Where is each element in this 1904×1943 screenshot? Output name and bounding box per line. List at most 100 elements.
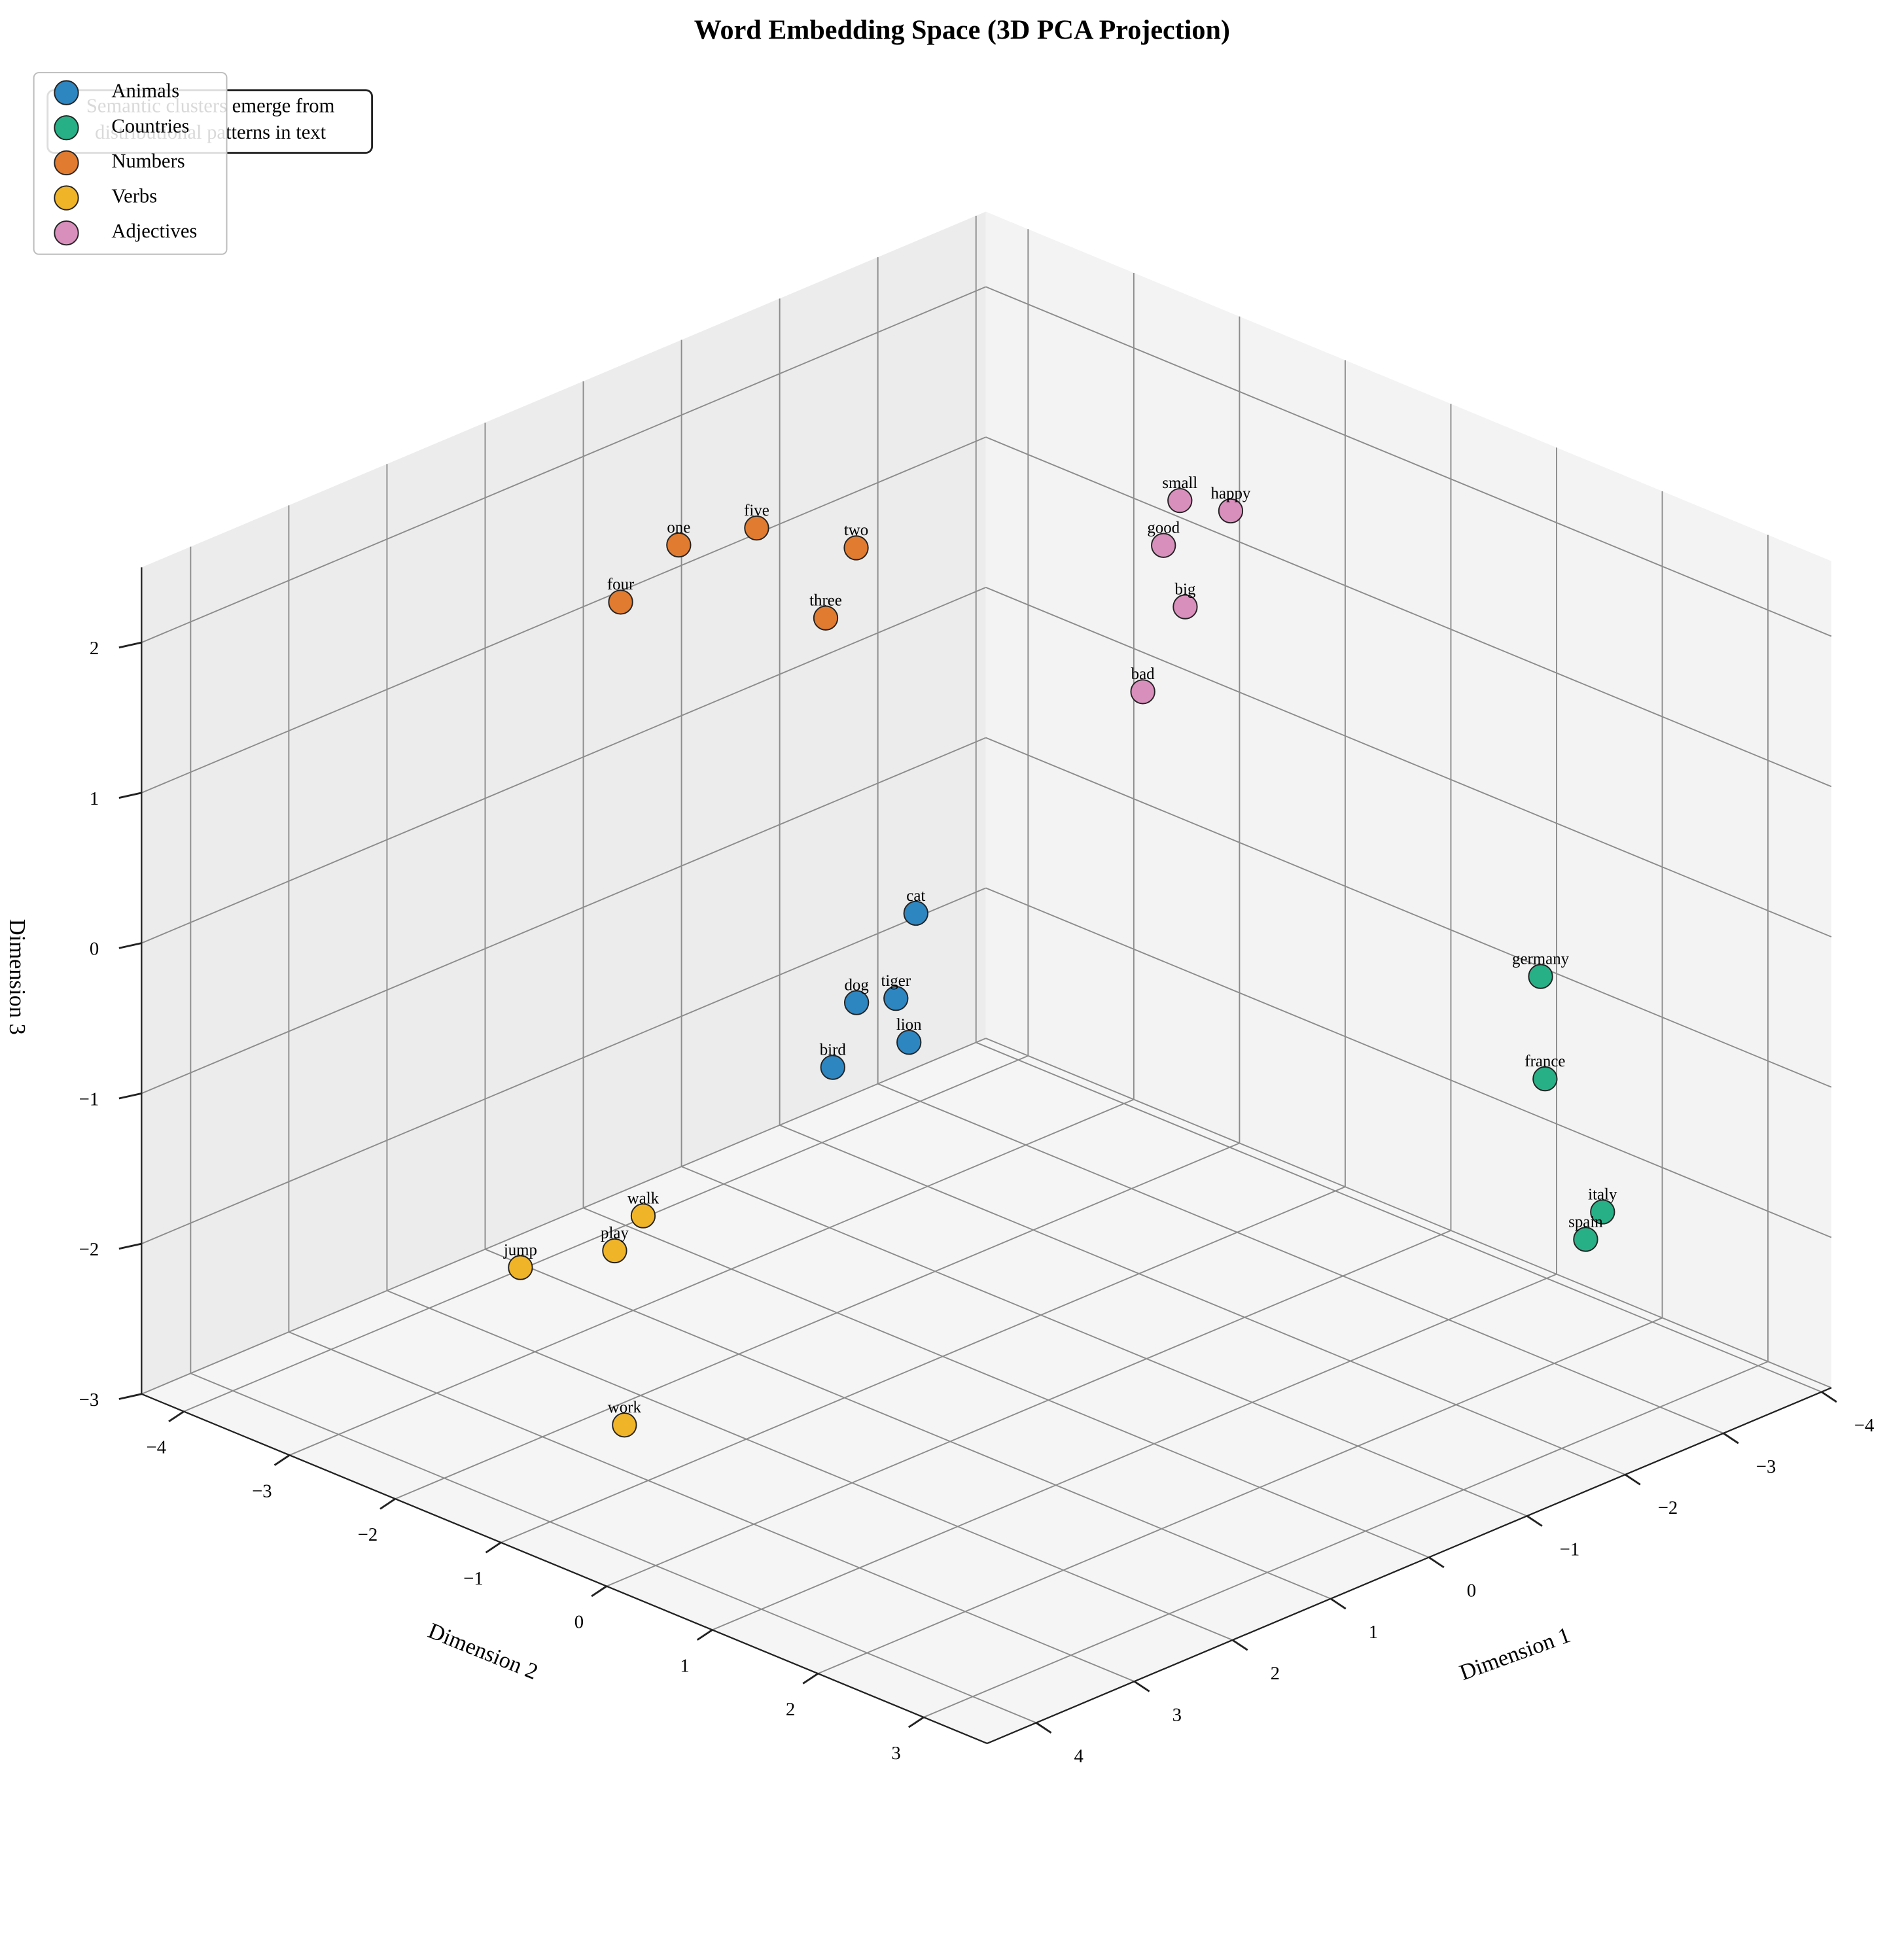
grid-line: [141, 286, 987, 644]
point: [630, 1203, 656, 1229]
legend-label: Numbers: [111, 150, 185, 172]
x-axis-label: Dimension 1: [1456, 1622, 1574, 1685]
point-label: three: [809, 592, 842, 610]
point: [1172, 594, 1198, 620]
tick-mark: [1526, 1515, 1543, 1527]
x-tick-label: −2: [1658, 1497, 1678, 1518]
x-tick-label: 3: [1172, 1704, 1182, 1725]
x-tick-label: 1: [1369, 1622, 1378, 1643]
grid-line: [985, 587, 1832, 937]
grid-line: [985, 737, 1832, 1088]
axis-line: [987, 1387, 1832, 1745]
point: [508, 1255, 533, 1280]
point-label: tiger: [881, 972, 911, 990]
floor-pane: [141, 1038, 1831, 1743]
point-label: two: [844, 521, 868, 539]
point: [903, 900, 928, 926]
grid-line: [141, 887, 987, 1244]
point-label: walk: [627, 1189, 660, 1207]
point-label: four: [607, 576, 635, 593]
z-tick-label: −1: [79, 1089, 99, 1110]
tick-mark: [1723, 1432, 1739, 1444]
z-tick-label: 1: [90, 788, 99, 809]
grid-line: [985, 887, 1832, 1238]
tick-mark: [118, 942, 142, 949]
tick-mark: [379, 1497, 396, 1510]
grid-line: [985, 1038, 1832, 1389]
tick-mark: [1035, 1722, 1052, 1734]
x-tick-label: −4: [1854, 1415, 1875, 1436]
tick-mark: [118, 1393, 142, 1400]
point-label: cat: [906, 887, 925, 905]
grid-line: [141, 587, 987, 944]
grid-line: [387, 1289, 1233, 1641]
tick-mark: [118, 641, 142, 649]
tick-mark: [1133, 1680, 1150, 1692]
point-label: five: [744, 502, 769, 519]
legend-label: Countries: [111, 114, 189, 137]
point: [1167, 488, 1193, 514]
x-tick-label: 4: [1074, 1746, 1084, 1767]
grid-line: [923, 1361, 1769, 1718]
point: [820, 1055, 845, 1080]
grid-line: [395, 1142, 1240, 1499]
point-label: big: [1175, 580, 1196, 598]
z-axis-label: Dimension 3: [5, 919, 29, 1035]
grid-line: [985, 286, 1832, 637]
x-tick-label: −1: [1560, 1539, 1580, 1560]
tick-mark: [118, 1092, 142, 1100]
point: [1218, 498, 1244, 524]
grid-line: [817, 1317, 1663, 1675]
point-label: spain: [1568, 1213, 1603, 1231]
y-tick-label: 0: [574, 1612, 584, 1633]
point: [1532, 1066, 1558, 1092]
tick-mark: [118, 1242, 142, 1250]
tick-mark: [273, 1454, 291, 1466]
point-label: happy: [1211, 485, 1251, 502]
legend-marker: [54, 115, 79, 141]
tick-mark: [1821, 1391, 1837, 1403]
grid-line: [779, 1125, 1626, 1475]
plot-root: Word Embedding Space (3D PCA Projection)…: [5, 14, 1874, 1766]
point-label: one: [667, 519, 690, 536]
legend-marker: [54, 185, 79, 211]
point: [602, 1238, 627, 1264]
point: [1528, 964, 1553, 989]
point-label: good: [1147, 519, 1180, 537]
point: [883, 986, 909, 1011]
grid-line: [681, 1166, 1528, 1517]
grid-line: [985, 436, 1832, 788]
point: [666, 532, 692, 558]
x-tick-label: 2: [1271, 1663, 1280, 1684]
y-tick-label: −3: [252, 1480, 272, 1501]
tick-mark: [1625, 1473, 1641, 1486]
legend-box: [33, 72, 228, 255]
point: [1590, 1199, 1615, 1225]
grid-line: [141, 737, 987, 1094]
point: [608, 589, 633, 615]
legend-label: Animals: [111, 80, 179, 102]
legend-marker: [54, 220, 79, 246]
point-label: bad: [1131, 665, 1155, 683]
grid-line: [877, 1083, 1724, 1434]
tick-mark: [1428, 1556, 1445, 1568]
point-label: italy: [1588, 1185, 1617, 1203]
grid-line: [976, 1042, 1822, 1393]
tick-mark: [802, 1672, 819, 1685]
point: [813, 605, 839, 631]
tick-mark: [485, 1541, 502, 1554]
tick-mark: [118, 792, 142, 799]
grid-line: [606, 1230, 1451, 1587]
z-tick-label: −3: [79, 1390, 99, 1410]
point-label: germany: [1512, 950, 1570, 968]
point: [843, 535, 869, 561]
left-pane: [141, 211, 986, 1394]
point-label: lion: [896, 1016, 922, 1034]
grid-line: [183, 1055, 1029, 1412]
tick-mark: [591, 1585, 607, 1598]
point-label: jump: [503, 1241, 537, 1259]
y-tick-label: −2: [358, 1524, 378, 1545]
point: [744, 515, 769, 541]
point: [1573, 1227, 1598, 1252]
